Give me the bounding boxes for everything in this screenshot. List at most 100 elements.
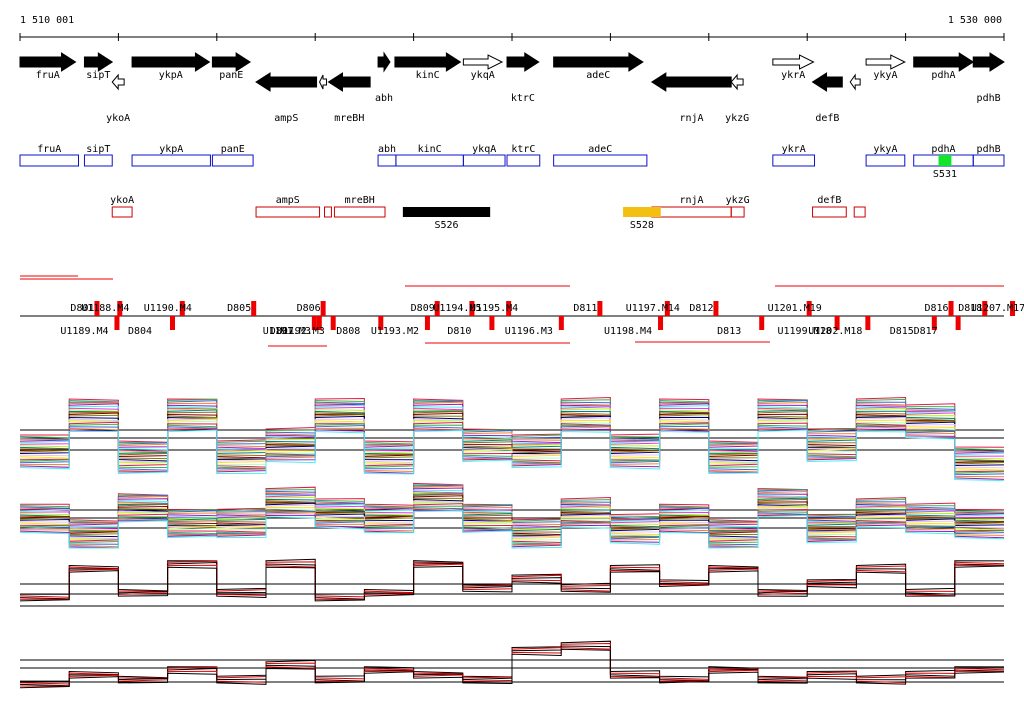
segment-label-U1194.M5: U1194.M5	[433, 303, 481, 314]
plus-region-label-ykpA: ykpA	[159, 144, 183, 155]
special-block-S528[interactable]	[623, 207, 661, 217]
plus-region-label-adeC: adeC	[588, 144, 612, 155]
plus-region-adeC[interactable]	[553, 154, 648, 167]
segment-mark	[114, 316, 120, 330]
segment-mark	[955, 316, 961, 330]
minus-region-label-ampS: ampS	[276, 195, 300, 206]
gene-arrow-ykqA[interactable]	[462, 54, 504, 70]
minus-region-label-defB: defB	[817, 195, 841, 206]
segment-label-U1196.M3: U1196.M3	[505, 326, 553, 337]
segment-label-U1190.M4: U1190.M4	[144, 303, 192, 314]
segment-label-U1199.M18: U1199.M18	[778, 326, 832, 337]
plus-region-ykrA[interactable]	[772, 154, 816, 167]
minus-region-ykzG[interactable]	[730, 206, 745, 218]
minus-region-ykoA[interactable]	[111, 206, 133, 218]
minus-region-ampS[interactable]	[255, 206, 321, 218]
segment-mark	[597, 301, 603, 316]
segment-label-D817: D817	[914, 326, 938, 337]
plus-region-kinC[interactable]	[395, 154, 464, 167]
segment-label-U1207.M17: U1207.M17	[971, 303, 1024, 314]
plus-region-abh[interactable]	[377, 154, 397, 167]
minus-region-mreBH[interactable]	[333, 206, 386, 218]
gene-arrow-kinC[interactable]	[394, 52, 462, 72]
gene-arrow-ykyA[interactable]	[865, 54, 906, 70]
plus-region-label-pdhB: pdhB	[977, 144, 1001, 155]
segment-mark	[251, 301, 257, 316]
gene-arrow-mreBH[interactable]	[327, 72, 371, 92]
gene-arrow-ktrC[interactable]	[506, 52, 540, 72]
gene-arrow-ampS[interactable]	[255, 72, 318, 92]
segment-label-D807: D807	[270, 326, 294, 337]
segment-label-D806: D806	[297, 303, 321, 314]
gene-label-pdhA: pdhA	[931, 70, 955, 81]
ruler-ticks	[19, 33, 1005, 41]
segment-label-U1201.M19: U1201.M19	[768, 303, 822, 314]
gene-arrow-defB[interactable]	[811, 72, 843, 92]
segment-mark	[1010, 301, 1016, 316]
gene-arrow-panE[interactable]	[211, 52, 252, 72]
gene-arrow-ykoA[interactable]	[111, 73, 125, 91]
segment-label-U1198.M4: U1198.M4	[604, 326, 652, 337]
gene-arrow-rnjA[interactable]	[650, 72, 732, 92]
gene-arrow-ykzQ[interactable]	[849, 73, 861, 91]
segment-label-D808: D808	[336, 326, 360, 337]
plus-region-label-ykqA: ykqA	[472, 144, 496, 155]
segment-mark	[179, 301, 185, 316]
segment-label-U1197.M14: U1197.M14	[626, 303, 680, 314]
plus-region-ykpA[interactable]	[131, 154, 211, 167]
gene-label-pdhB: pdhB	[977, 93, 1001, 104]
segment-mark	[378, 316, 384, 330]
plus-region-ykyA[interactable]	[865, 154, 906, 167]
gene-arrow-sipT[interactable]	[83, 52, 114, 72]
gene-arrow-ykrA[interactable]	[772, 54, 815, 70]
minus-region-defB[interactable]	[812, 206, 847, 218]
plus-region-label-ykyA: ykyA	[873, 144, 897, 155]
gene-label-mreBH: mreBH	[334, 113, 364, 124]
gene-label-abh: abh	[375, 93, 393, 104]
segment-mark	[94, 301, 100, 316]
plus-region-label-abh: abh	[378, 144, 396, 155]
segment-label-U1192.M3: U1192.M3	[277, 326, 325, 337]
gene-track: fruA sipT ykoA ykpA panE ampS mreBH abh kinC ykqA…	[19, 51, 1005, 124]
segment-mark	[320, 301, 326, 316]
segment-label-U1191.M3: U1191.M3	[263, 326, 311, 337]
gene-arrow-ykzR[interactable]	[318, 74, 327, 90]
gene-label-panE: panE	[219, 70, 243, 81]
gene-arrow-adeC[interactable]	[553, 52, 644, 72]
plus-region-ktrC[interactable]	[506, 154, 541, 167]
plus-region-pdhB[interactable]	[972, 154, 1005, 167]
segment-label-D818: D818	[958, 303, 982, 314]
segment-mark	[489, 316, 495, 330]
minus-region-label-rnjA: rnjA	[679, 195, 703, 206]
ruler-end-label: 1 530 000	[948, 15, 1002, 26]
special-block-S531[interactable]	[938, 155, 952, 166]
segment-label-D801: D801	[70, 303, 94, 314]
expression-trace	[19, 429, 1005, 482]
plus-region-label-fruA: fruA	[37, 144, 61, 155]
plus-region-fruA[interactable]	[19, 154, 80, 167]
gene-arrow-fruA[interactable]	[19, 52, 77, 72]
segment-label-D812: D812	[689, 303, 713, 314]
plus-region-track: fruA sipT ykpA panE abh kinC ykqA ktrC adeC ykrA y…	[19, 144, 1005, 167]
gene-arrow-ykzG[interactable]	[730, 73, 744, 91]
segment-mark	[931, 316, 937, 330]
segment-label-D805: D805	[227, 303, 251, 314]
special-label-S531: S531	[933, 169, 957, 180]
gene-arrow-ykpA[interactable]	[131, 52, 211, 72]
gene-arrow-pdhB[interactable]	[972, 52, 1005, 72]
gene-arrow-abh[interactable]	[377, 51, 391, 73]
plus-region-ykqA[interactable]	[462, 154, 506, 167]
segment-mark	[311, 316, 317, 330]
special-block-S526[interactable]	[402, 207, 491, 217]
minus-region-unnamed[interactable]	[324, 206, 332, 218]
plus-region-panE[interactable]	[211, 154, 254, 167]
minus-region-unnamed[interactable]	[853, 206, 866, 218]
plus-region-label-pdhA: pdhA	[931, 144, 955, 155]
gene-arrow-pdhA[interactable]	[913, 52, 975, 72]
plus-region-sipT[interactable]	[83, 154, 113, 167]
segment-mark	[170, 316, 176, 330]
segment-label-D810: D810	[447, 326, 471, 337]
minus-region-rnjA[interactable]	[651, 206, 732, 218]
